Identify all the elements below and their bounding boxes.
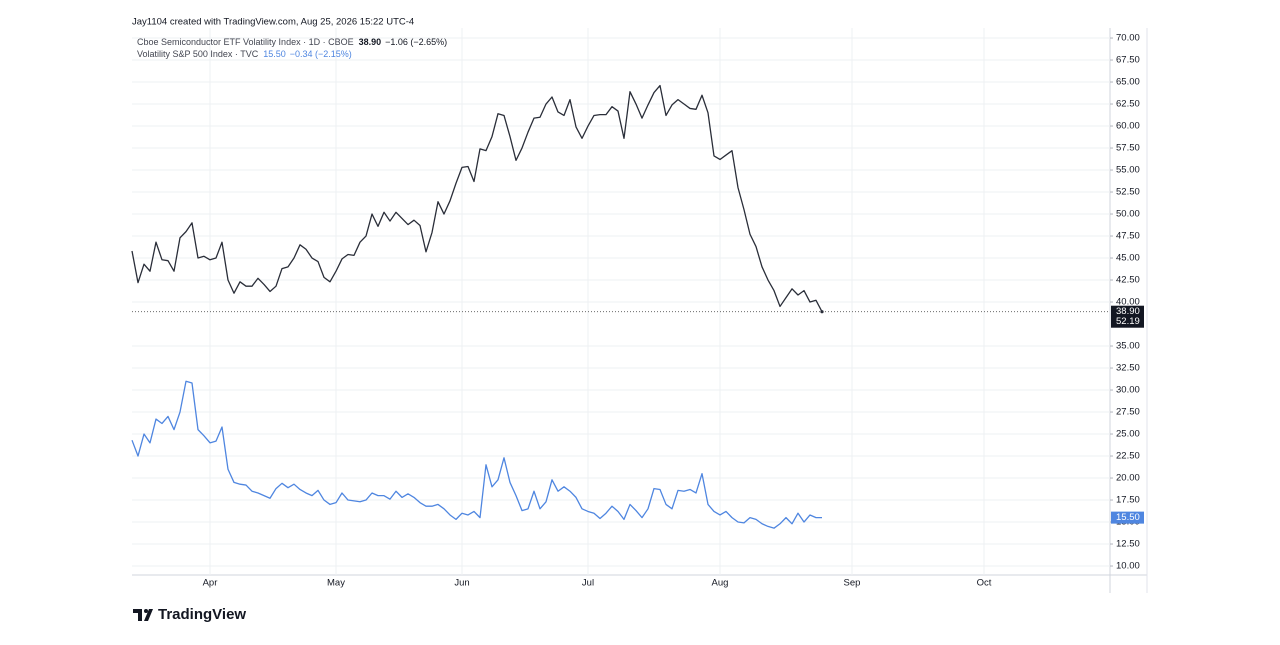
last-value-label: 38.90 [1116,306,1140,317]
y-tick-label: 45.00 [1116,253,1140,264]
y-tick-label: 60.00 [1116,121,1140,132]
y-tick-label: 50.00 [1116,209,1140,220]
x-tick-label: Jun [454,578,469,589]
last-value-label: 15.50 [1116,512,1140,523]
y-tick-label: 40.00 [1116,297,1140,308]
legend-name: Cboe Semiconductor ETF Volatility Index … [137,37,354,47]
y-tick-label: 65.00 [1116,77,1140,88]
legend-value: 38.90 [359,37,382,47]
x-tick-label: May [327,578,345,589]
badge-note: 52.19 [1116,316,1140,327]
y-tick-label: 20.00 [1116,473,1140,484]
y-tick-label: 22.50 [1116,451,1140,462]
x-tick-label: Oct [977,578,992,589]
y-tick-label: 30.00 [1116,385,1140,396]
y-tick-label: 25.00 [1116,429,1140,440]
legend-change: −0.34 (−2.15%) [290,49,352,59]
y-tick-label: 67.50 [1116,55,1140,66]
legend-change: −1.06 (−2.65%) [385,37,447,47]
y-tick-label: 62.50 [1116,99,1140,110]
legend-name: Volatility S&P 500 Index · TVC [137,49,259,59]
last-value-badge [1111,305,1144,328]
legend-entry: Volatility S&P 500 Index · TVC 15.50 −0.34… [137,49,352,59]
last-value-badge [1111,511,1144,524]
series-line [131,84,823,313]
y-tick-label: 12.50 [1116,539,1140,550]
brand: TradingView [158,606,246,623]
last-point [820,310,824,314]
legend-entry: Cboe Semiconductor ETF Volatility Index … [137,37,447,47]
x-tick-label: Jul [582,578,594,589]
y-tick-label: 32.50 [1116,363,1140,374]
y-tick-label: 47.50 [1116,231,1140,242]
y-tick-label: 27.50 [1116,407,1140,418]
series-line [131,380,822,529]
y-tick-label: 52.50 [1116,187,1140,198]
y-tick-label: 70.00 [1116,33,1140,44]
credit: Jay1104 created with TradingView.com, Au… [132,17,414,28]
y-tick-label: 10.00 [1116,561,1140,572]
y-tick-label: 17.50 [1116,495,1140,506]
y-tick-label: 57.50 [1116,143,1140,154]
y-tick-label: 42.50 [1116,275,1140,286]
brand-logo: TradingView [133,606,246,623]
x-tick-label: Aug [712,578,729,589]
y-tick-label: 35.00 [1116,341,1140,352]
x-tick-label: Apr [203,578,218,589]
y-tick-label: 55.00 [1116,165,1140,176]
x-tick-label: Sep [844,578,861,589]
legend-value: 15.50 [263,49,286,59]
